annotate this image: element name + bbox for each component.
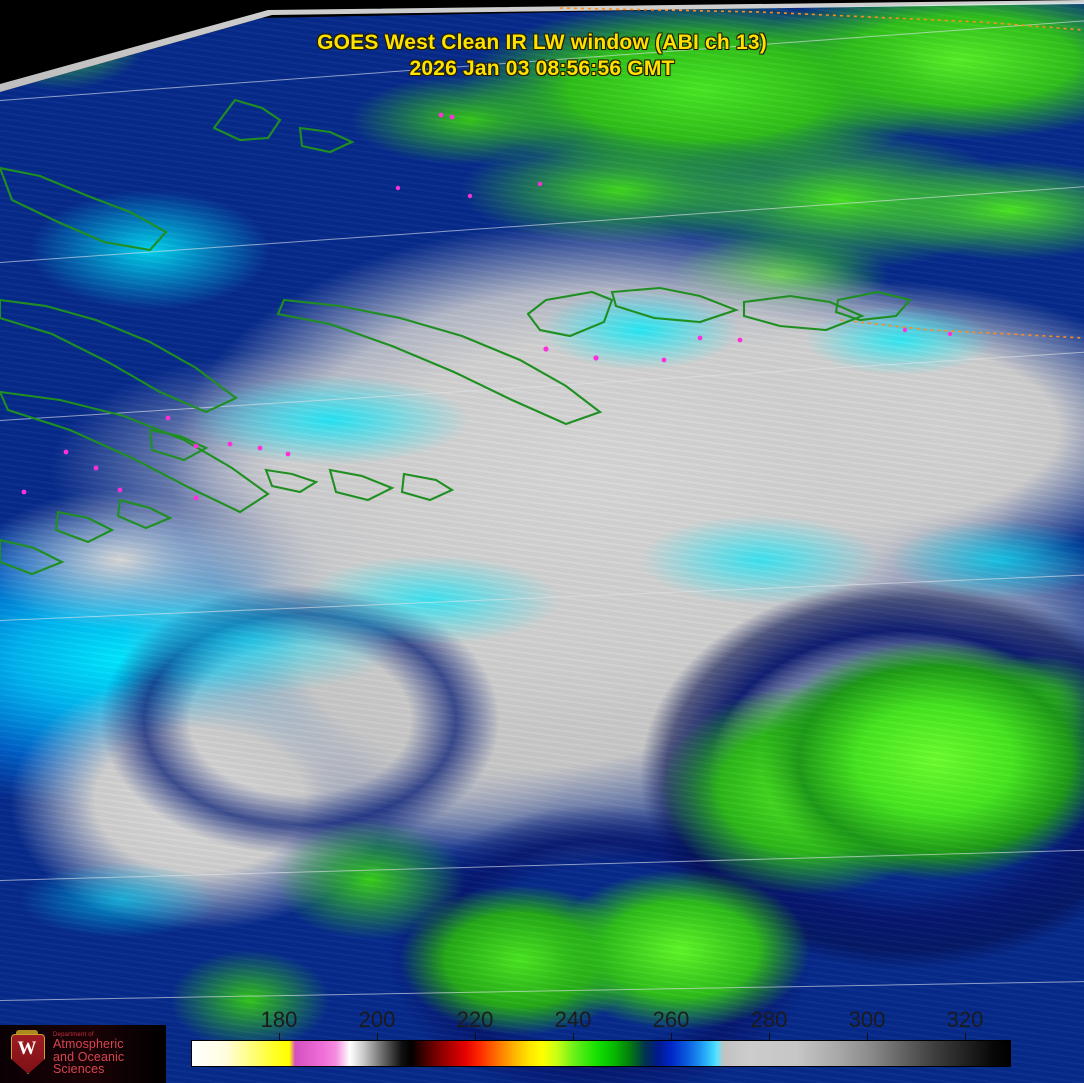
logo-text: Department of Atmospheric and Oceanic Sc… — [53, 1032, 166, 1076]
colorbar-tick-label: 220 — [456, 1007, 494, 1032]
colorbar-tick-label: 300 — [848, 1007, 886, 1032]
colorbar-gradient — [191, 1040, 1011, 1067]
logo-line-1: Atmospheric — [53, 1036, 124, 1051]
crest-letter: W — [17, 1038, 37, 1059]
colorbar-tick-label: 260 — [652, 1007, 690, 1032]
colorbar-tick-label: 200 — [358, 1007, 396, 1032]
crest-crown — [16, 1030, 38, 1037]
title-line-1: GOES West Clean IR LW window (ABI ch 13) — [317, 31, 767, 54]
uw-crest-icon: W — [5, 1030, 49, 1078]
colorbar-tick-mark — [769, 1033, 770, 1040]
colorbar-tick-mark — [475, 1033, 476, 1040]
logo-line-2: and Oceanic Sciences — [53, 1049, 125, 1077]
colorbar: 180 200 220 240 260 280 300 320 — [0, 1005, 1084, 1083]
uw-aos-logo: W Department of Atmospheric and Oceanic … — [0, 1025, 166, 1083]
colorbar-tick-label: 240 — [554, 1007, 592, 1032]
colorbar-tick-label: 180 — [260, 1007, 298, 1032]
colorbar-tick-mark — [867, 1033, 868, 1040]
colorbar-tick-labels: 180 200 220 240 260 280 300 320 — [0, 1005, 1084, 1040]
colorbar-tick-mark — [279, 1033, 280, 1040]
logo-dept-prefix: Department of — [53, 1031, 94, 1038]
colorbar-tick-mark — [573, 1033, 574, 1040]
image-title: GOES West Clean IR LW window (ABI ch 13)… — [0, 30, 1084, 82]
title-line-2: 2026 Jan 03 08:56:56 GMT — [409, 57, 675, 80]
colorbar-tick-mark — [965, 1033, 966, 1040]
colorbar-tick-label: 320 — [946, 1007, 984, 1032]
colorbar-tick-label: 280 — [750, 1007, 788, 1032]
colorbar-tick-mark — [671, 1033, 672, 1040]
colorbar-tick-mark — [377, 1033, 378, 1040]
